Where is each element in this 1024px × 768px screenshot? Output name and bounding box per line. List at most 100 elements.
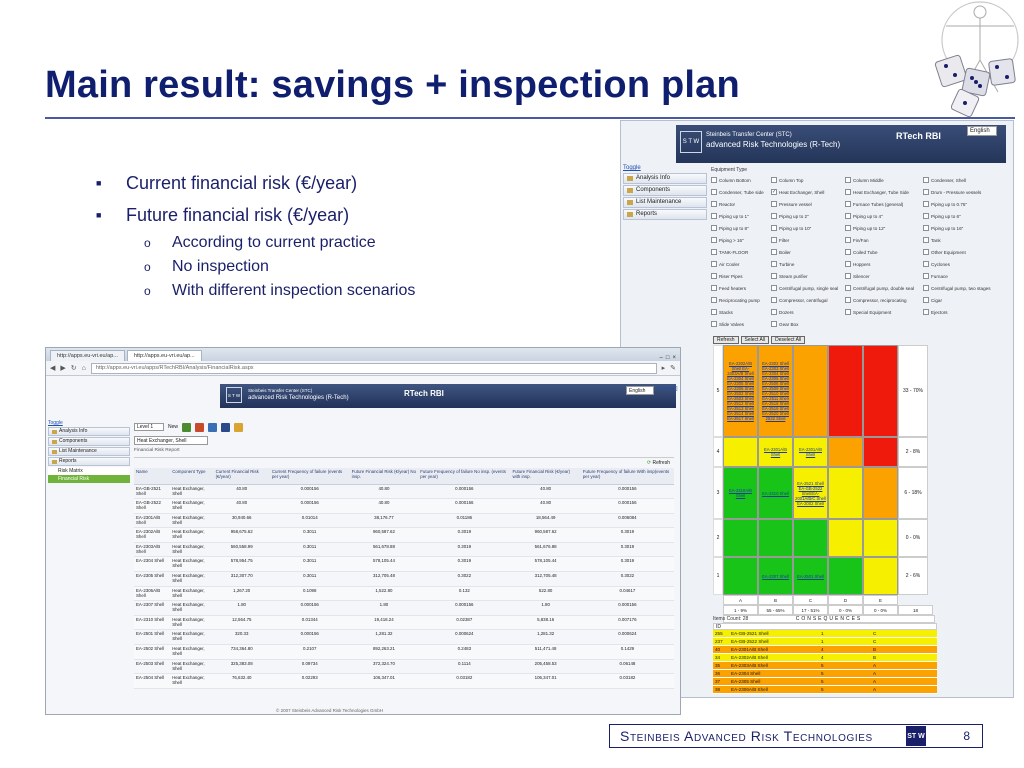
maximize-icon[interactable]: □ [665,355,670,361]
checkbox-box[interactable] [845,189,851,195]
login-link[interactable]: [ Log In ] [658,386,678,392]
matrix-cell[interactable]: EA-2501 Shell [793,557,828,595]
matrix-cell[interactable] [863,437,898,467]
delete-icon[interactable] [195,422,205,432]
equipment-checkbox[interactable]: Slide Valves [711,319,769,329]
equipment-checkbox[interactable]: Compressor, centrifugal [771,295,843,305]
matrix-cell[interactable]: EA-2310A/B Shell [723,467,758,519]
equipment-checkbox[interactable]: Pressure vessel [771,199,843,209]
equipment-checkbox[interactable]: Piping up to 16" [923,223,993,233]
checkbox-box[interactable] [711,285,717,291]
matrix-cell[interactable] [793,345,828,437]
equipment-checkbox[interactable]: Furnace [923,271,993,281]
browser-tab-active[interactable]: http://apps.eu-vri.eu/ap... [126,350,202,361]
checkbox-box[interactable] [771,321,777,327]
table-row[interactable]: EA-2504 Shell Heat Exchanger, Shell 76,632… [134,673,674,689]
table-row[interactable]: EA-2310 Shell Heat Exchanger, Shell 12,564… [134,615,674,631]
equipment-checkbox[interactable]: Piping > 16" [711,235,769,245]
sidebar-item-financial-risk[interactable]: Financial Risk [48,475,130,483]
checkbox-box[interactable] [711,321,717,327]
equipment-checkbox[interactable]: TANK-FLOOR [711,247,769,257]
list-item[interactable]: 38 EA-2306A/B Shell 5 A [713,686,937,694]
language-select[interactable]: English [626,386,654,395]
table-row[interactable]: EA-2302A/B Shell Heat Exchanger, Shell 958… [134,527,674,543]
refresh-link[interactable]: ⟳ Refresh [134,458,674,468]
equipment-checkbox[interactable]: Piping up to 4" [845,211,921,221]
table-row[interactable]: EA-2307 Shell Heat Exchanger, Shell 1.80 0.… [134,600,674,616]
matrix-cell[interactable] [828,557,863,595]
deselect-all-button[interactable]: Deselect All [771,336,806,344]
column-header[interactable]: Future Financial Risk (€/year) No insp. [349,468,419,485]
checkbox-box[interactable] [771,273,777,279]
equipment-checkbox[interactable]: Piping up to 0.75" [923,199,993,209]
equipment-checkbox[interactable]: Dozers [771,307,843,317]
back-icon[interactable]: ◀ [50,365,56,372]
sidebar-item-components[interactable]: Components [623,185,707,196]
checkbox-box[interactable] [845,225,851,231]
checkbox-box[interactable] [923,249,929,255]
equipment-checkbox[interactable]: Column Top [771,175,843,185]
sidebar-item-risk-matrix[interactable]: Risk Matrix [48,467,130,475]
checkbox-box[interactable] [711,225,717,231]
equipment-checkbox[interactable]: Piping up to 12" [845,223,921,233]
checkbox-box[interactable] [923,297,929,303]
select-all-button[interactable]: Select All [740,336,770,344]
equipment-checkbox[interactable]: Centrifugal pump, single seal [771,283,843,293]
sidebar-toggle[interactable]: Toggle [48,420,63,426]
matrix-cell[interactable] [723,437,758,467]
home-icon[interactable]: ⌂ [81,364,86,372]
equipment-checkbox[interactable]: Other Equipment [923,247,993,257]
list-item[interactable]: 37 EA-2305 Shell 5 A [713,678,937,686]
equipment-checkbox[interactable]: Boiler [771,247,843,257]
checkbox-box[interactable] [711,249,717,255]
matrix-cell[interactable]: EA-2301A/B Shell [758,437,793,467]
checkbox-box[interactable] [711,189,717,195]
equipment-checkbox[interactable]: Tank [923,235,993,245]
matrix-cell[interactable]: EA-2307 Shell [758,557,793,595]
sidebar-item-list-maintenance[interactable]: List Maintenance [48,447,130,456]
matrix-cell[interactable] [723,557,758,595]
matrix-cell[interactable] [828,467,863,519]
equipment-checkbox[interactable]: Filter [771,235,843,245]
checkbox-box[interactable] [845,297,851,303]
equipment-checkbox[interactable]: Centrifugal pump, two stages [923,283,993,293]
checkbox-box[interactable] [845,273,851,279]
sidebar-item-components[interactable]: Components [48,437,130,446]
column-header[interactable]: Current Financial Risk (€/year) [213,468,270,485]
checkbox-box[interactable] [923,225,929,231]
checkbox-box[interactable] [845,285,851,291]
checkbox-box[interactable] [845,213,851,219]
matrix-cell[interactable]: EA-2302A/B Shell EA-2303A/B Shell EA-230… [723,345,758,437]
sidebar-toggle[interactable]: Toggle [623,165,641,171]
close-icon[interactable]: × [672,355,676,361]
equipment-checkbox[interactable] [845,319,921,329]
equipment-checkbox[interactable]: Compressor, reciprocating [845,295,921,305]
table-row[interactable]: EA-2305 Shell Heat Exchanger, Shell 312,30… [134,571,674,587]
checkbox-box[interactable] [771,237,777,243]
checkbox-box[interactable] [711,213,717,219]
matrix-cell[interactable] [828,345,863,437]
matrix-cell[interactable] [863,467,898,519]
equipment-checkbox[interactable]: Reciprocating pump [711,295,769,305]
table-row[interactable]: EA-GB-2522 Shell Heat Exchanger, Shell 40.… [134,498,674,514]
checkbox-box[interactable] [771,201,777,207]
checkbox-box[interactable] [923,285,929,291]
list-item[interactable]: 35 EA-2303A/B Shell 5 A [713,662,937,670]
checkbox-box[interactable] [711,177,717,183]
checkbox-box[interactable] [711,201,717,207]
table-row[interactable]: EA-2306A/B Shell Heat Exchanger, Shell 1,2… [134,586,674,602]
save-icon[interactable] [182,422,192,432]
list-item[interactable]: 34 EA-2302A/B Shell 4 B [713,654,937,662]
equipment-checkbox[interactable]: Furnace Tubes (general) [845,199,921,209]
checkbox-box[interactable]: ✓ [771,189,777,195]
matrix-cell[interactable]: EA-2521 Shell EA-GB-2522 Shell/EA-2001A/… [793,467,828,519]
matrix-cell[interactable] [723,519,758,557]
matrix-cell[interactable] [863,519,898,557]
bookmark-icon[interactable]: ▸ [661,365,666,372]
forward-icon[interactable]: ▶ [60,365,66,372]
matrix-cell[interactable] [828,437,863,467]
list-item[interactable]: 40 EA-2301A/B Shell 4 B [713,646,937,654]
matrix-cell[interactable] [793,519,828,557]
table-row[interactable]: EA-GB-2521 Shell Heat Exchanger, Shell 40.… [134,484,674,500]
checkbox-box[interactable] [771,177,777,183]
